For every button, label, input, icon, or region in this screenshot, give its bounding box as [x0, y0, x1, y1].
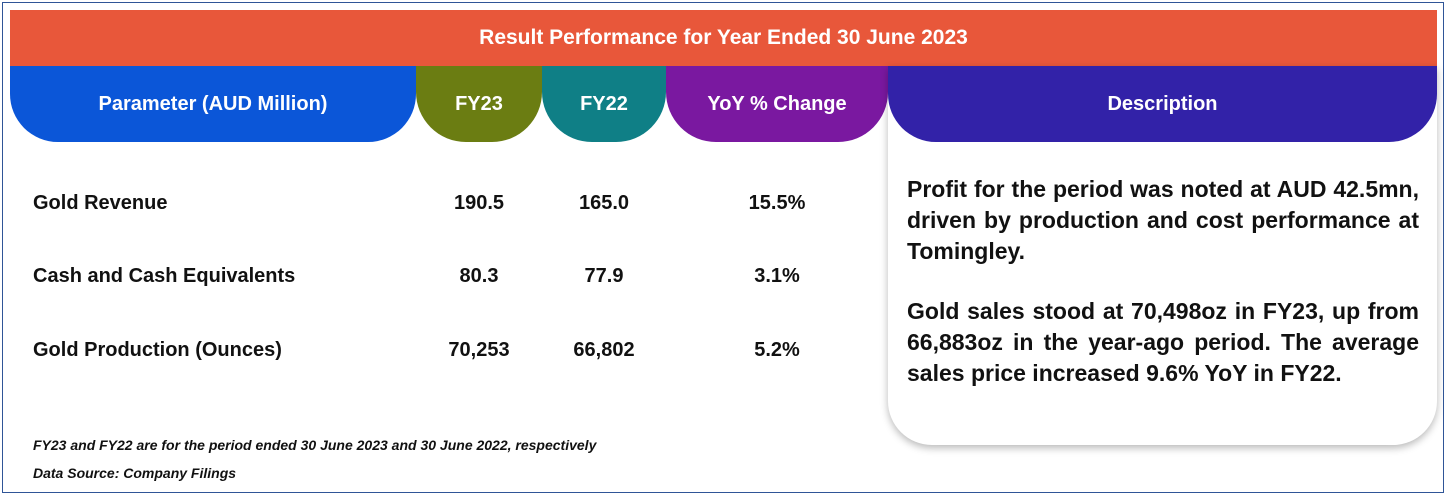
row-yoy-value: 15.5%	[748, 192, 806, 214]
row-label: Gold Production (Ounces)	[33, 339, 282, 361]
row-fy22-value: 77.9	[584, 265, 624, 287]
footnote: FY23 and FY22 are for the period ended 3…	[33, 437, 597, 453]
row-fy23-value: 80.3	[459, 265, 499, 287]
row-fy23-value: 190.5	[453, 192, 505, 214]
header-parameter: Parameter (AUD Million)	[10, 66, 416, 142]
data-source-note: Data Source: Company Filings	[33, 465, 237, 481]
header-yoy-change: YoY % Change	[666, 66, 888, 142]
page-title: Result Performance for Year Ended 30 Jun…	[10, 10, 1437, 66]
row-yoy-value: 5.2%	[754, 339, 800, 361]
header-fy23: FY23	[416, 66, 542, 142]
row-fy22-value: 66,802	[573, 339, 635, 361]
header-description: Description	[888, 66, 1437, 142]
description-paragraph-sales: Gold sales stood at 70,498oz in FY23, up…	[907, 298, 1419, 386]
row-fy23-value: 70,253	[448, 339, 510, 361]
description-paragraph-profit: Profit for the period was noted at AUD 4…	[907, 176, 1419, 264]
row-label: Cash and Cash Equivalents	[33, 265, 296, 287]
row-yoy-value: 3.1%	[754, 265, 800, 287]
description-panel: Description Profit for the period was no…	[888, 66, 1437, 445]
row-fy22-value: 165.0	[578, 192, 630, 214]
row-label: Gold Revenue	[33, 192, 168, 214]
header-fy22: FY22	[542, 66, 666, 142]
